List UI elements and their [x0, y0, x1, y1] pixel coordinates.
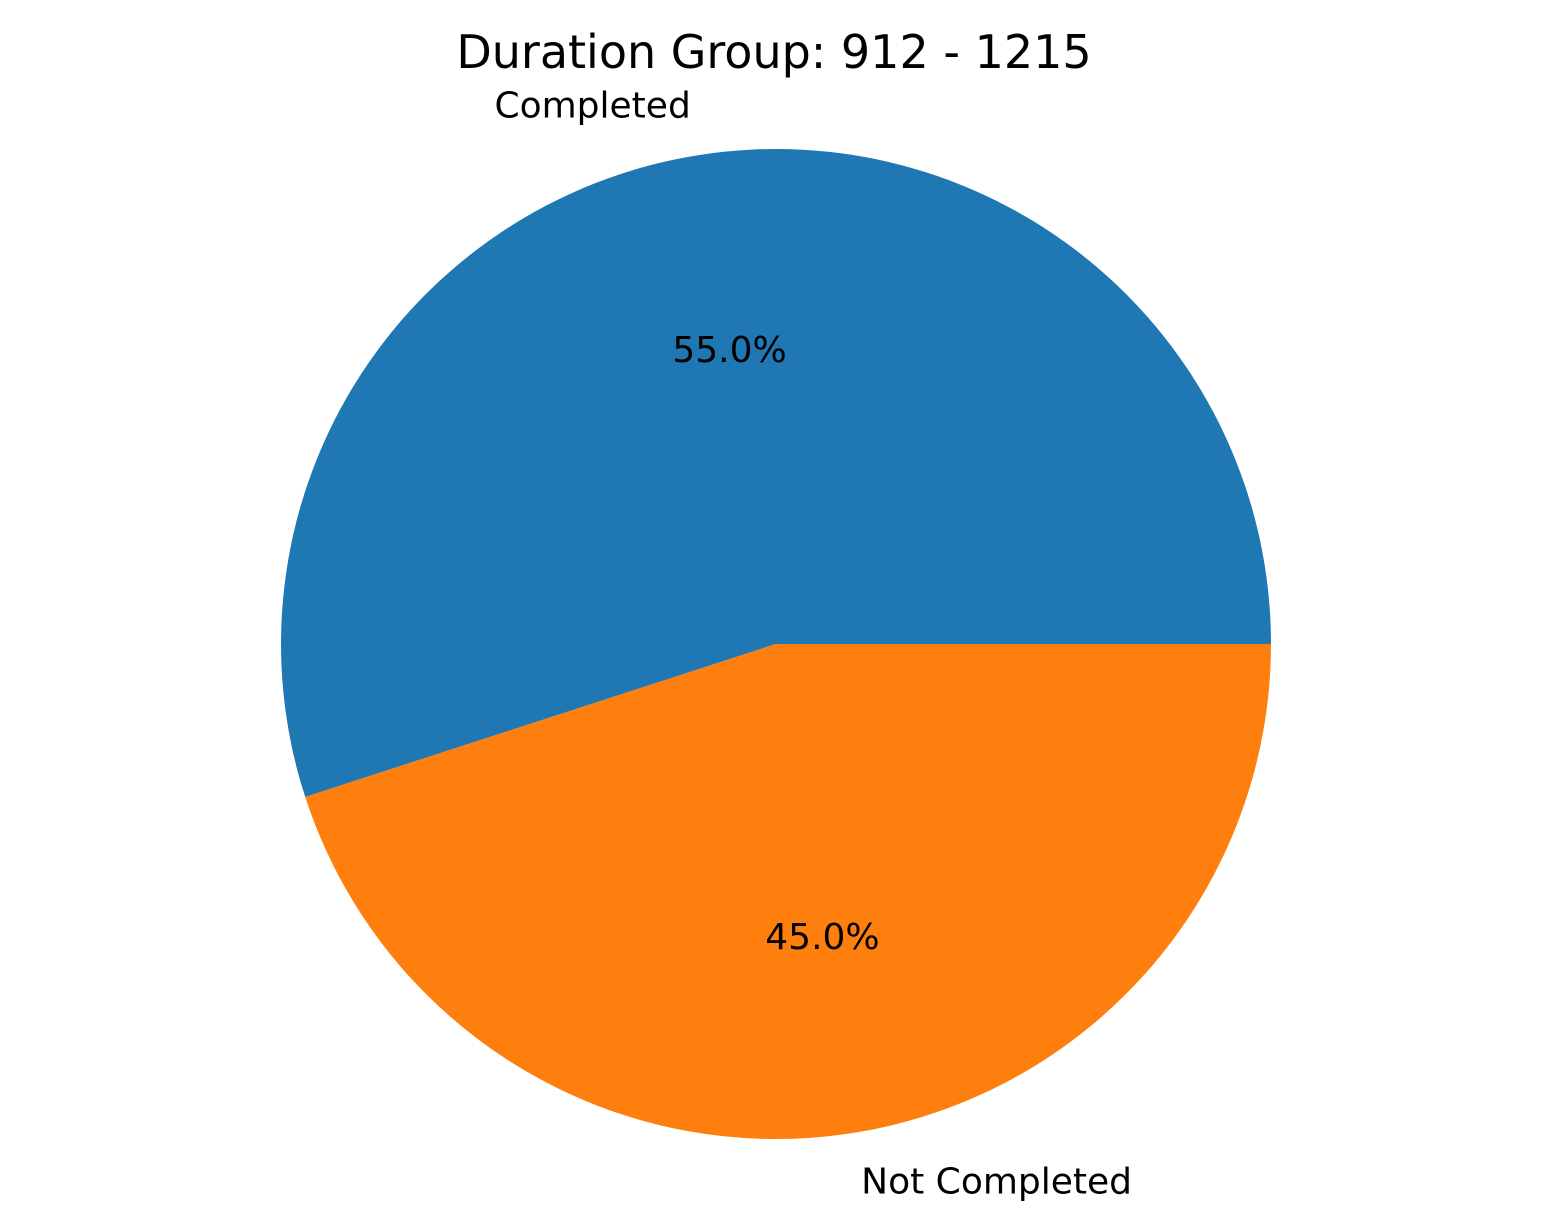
pct-label-not-completed: 45.0%: [765, 917, 879, 958]
slice-label-not-completed: Not Completed: [861, 1161, 1132, 1202]
chart-title: Duration Group: 912 - 1215: [456, 25, 1091, 79]
pct-label-completed: 55.0%: [672, 330, 786, 371]
pie-slice-completed: [280, 148, 1271, 797]
pie-slices: [280, 148, 1271, 1139]
slice-label-completed: Completed: [494, 86, 690, 127]
pie-slice-not-completed: [305, 644, 1271, 1139]
pie-labels: 55.0% Completed 45.0% Not Completed: [494, 86, 1132, 1203]
